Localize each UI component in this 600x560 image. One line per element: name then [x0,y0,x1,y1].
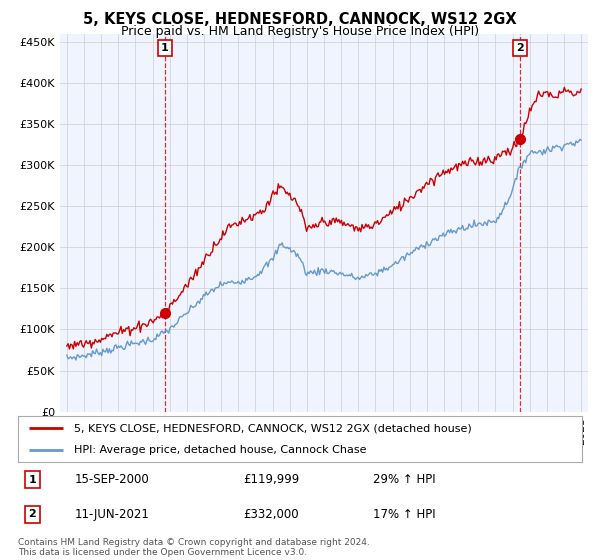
Text: Contains HM Land Registry data © Crown copyright and database right 2024.
This d: Contains HM Land Registry data © Crown c… [18,538,370,557]
Text: 29% ↑ HPI: 29% ↑ HPI [373,473,436,486]
Text: Price paid vs. HM Land Registry's House Price Index (HPI): Price paid vs. HM Land Registry's House … [121,25,479,38]
Text: HPI: Average price, detached house, Cannock Chase: HPI: Average price, detached house, Cann… [74,445,367,455]
Text: 11-JUN-2021: 11-JUN-2021 [74,508,149,521]
Text: 1: 1 [161,43,169,53]
Text: 5, KEYS CLOSE, HEDNESFORD, CANNOCK, WS12 2GX (detached house): 5, KEYS CLOSE, HEDNESFORD, CANNOCK, WS12… [74,423,472,433]
Text: £119,999: £119,999 [244,473,300,486]
Text: 15-SEP-2000: 15-SEP-2000 [74,473,149,486]
Text: 2: 2 [28,510,36,519]
Text: 17% ↑ HPI: 17% ↑ HPI [373,508,436,521]
Text: 1: 1 [28,475,36,484]
Text: 5, KEYS CLOSE, HEDNESFORD, CANNOCK, WS12 2GX: 5, KEYS CLOSE, HEDNESFORD, CANNOCK, WS12… [83,12,517,27]
Text: 2: 2 [516,43,524,53]
Text: £332,000: £332,000 [244,508,299,521]
